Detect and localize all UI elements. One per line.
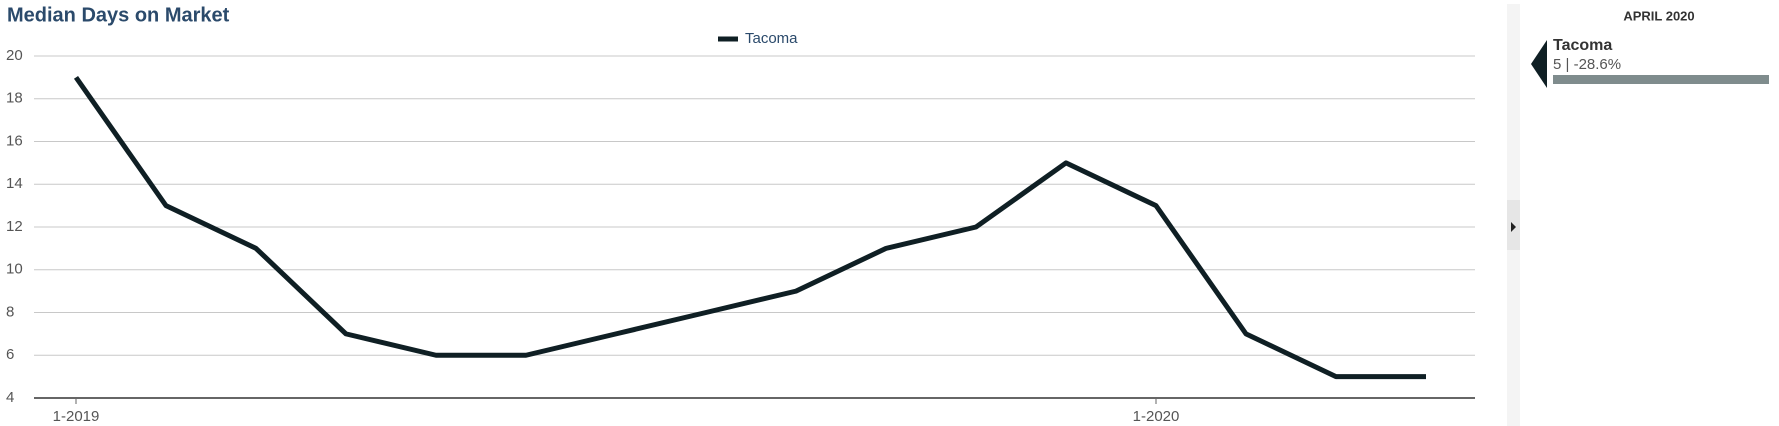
- y-tick-label: 6: [6, 346, 14, 363]
- sidebar-detail: 5 | -28.6%: [1553, 56, 1621, 73]
- chart-title: Median Days on Market: [7, 4, 230, 26]
- x-tick-label: 1-2020: [1133, 408, 1180, 425]
- y-tick-label: 12: [6, 218, 23, 235]
- sidebar-bar: [1553, 75, 1769, 84]
- series-line: [73, 75, 1426, 380]
- y-tick-label: 10: [6, 261, 23, 278]
- sidebar-pointer: [1531, 40, 1547, 88]
- legend-label: Tacoma: [745, 30, 798, 47]
- y-tick-label: 20: [6, 47, 23, 64]
- y-tick-label: 14: [6, 175, 23, 192]
- toggle-arrow: [1511, 222, 1516, 232]
- sidebar-period: APRIL 2020: [1623, 8, 1694, 23]
- y-tick-label: 4: [6, 389, 14, 406]
- sidebar-name: Tacoma: [1553, 37, 1612, 54]
- y-tick-label: 18: [6, 90, 23, 107]
- y-tick-label: 8: [6, 303, 14, 320]
- x-tick-label: 1-2019: [53, 408, 100, 425]
- y-tick-label: 16: [6, 132, 23, 149]
